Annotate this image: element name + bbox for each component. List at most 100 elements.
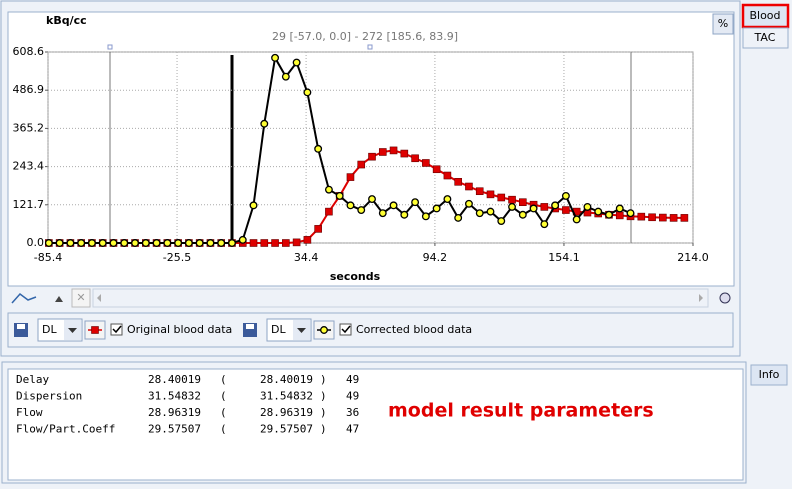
close-icon: ✕ <box>76 291 85 304</box>
marker <box>292 58 301 67</box>
marker <box>66 239 75 247</box>
marker <box>378 209 387 218</box>
marker <box>508 195 516 204</box>
table-cell: 29.57507 <box>148 423 201 436</box>
scroll-right[interactable] <box>699 294 703 302</box>
marker <box>454 178 462 186</box>
x-tick-label: 154.1 <box>548 251 580 264</box>
table-cell: ) <box>320 406 327 419</box>
marker <box>465 182 473 191</box>
legend-item: DL Corrected blood data <box>243 318 472 342</box>
marker <box>669 214 678 222</box>
marker <box>432 204 441 213</box>
marker <box>486 207 495 216</box>
x-axis-label: seconds <box>330 270 381 283</box>
marker <box>206 239 215 247</box>
marker <box>324 185 333 194</box>
y-tick-label: 0.0 <box>27 236 45 249</box>
tab-tac[interactable] <box>742 27 789 49</box>
marker <box>400 149 409 158</box>
close-button[interactable] <box>71 288 91 308</box>
marker <box>260 119 269 128</box>
cursor-handle[interactable] <box>107 44 113 50</box>
percent-button[interactable] <box>712 13 734 35</box>
marker <box>152 239 161 247</box>
marker <box>400 210 409 219</box>
marker <box>141 239 150 247</box>
marker <box>572 215 581 224</box>
legend-panel <box>7 312 734 348</box>
marker <box>238 235 247 244</box>
marker <box>518 210 527 219</box>
marker <box>615 204 624 213</box>
marker <box>551 201 560 210</box>
marker <box>519 198 527 207</box>
marker <box>260 239 269 247</box>
cursor-handle[interactable] <box>367 44 373 50</box>
scrollbar[interactable] <box>92 288 709 308</box>
table-cell: Flow <box>16 406 43 419</box>
marker <box>195 239 204 247</box>
tab-info[interactable] <box>750 364 788 386</box>
marker <box>368 152 376 161</box>
chart-subtitle: 29 [-57.0, 0.0] - 272 [185.6, 83.9] <box>272 30 458 43</box>
percent-label: % <box>718 17 728 30</box>
marker <box>443 171 452 180</box>
table-cell: Flow/Part.Coeff <box>16 423 115 436</box>
marker <box>389 201 398 210</box>
y-tick-label: 121.7 <box>13 198 45 211</box>
marker <box>583 202 592 211</box>
dropdown-arrow <box>68 328 77 333</box>
marker <box>91 326 99 334</box>
marker <box>120 239 129 247</box>
marker <box>529 204 538 213</box>
table-cell: Delay <box>16 373 49 386</box>
y-tick-label: 608.6 <box>13 45 45 58</box>
line-tool[interactable] <box>11 292 37 304</box>
marker <box>335 191 344 200</box>
tab-label: TAC <box>754 31 776 44</box>
marker <box>55 239 64 247</box>
checkbox[interactable] <box>339 323 352 336</box>
tab-label: Blood <box>749 9 780 22</box>
y-tick-label: 365.2 <box>13 121 45 134</box>
table-cell: ) <box>320 390 327 403</box>
tab-label: Info <box>759 368 780 381</box>
table-cell: Dispersion <box>16 390 82 403</box>
x-tick-label: -25.5 <box>163 251 191 264</box>
legend-item: DL Original blood data <box>14 318 232 342</box>
marker <box>303 88 312 97</box>
checkbox[interactable] <box>110 323 123 336</box>
table-cell: 31.54832 <box>260 390 313 403</box>
table-cell: 49 <box>346 373 359 386</box>
y-tick-label: 486.9 <box>13 83 45 96</box>
marker <box>249 201 258 210</box>
x-tick-label: 94.2 <box>423 251 448 264</box>
scroll-left[interactable] <box>97 294 101 302</box>
marker <box>98 239 107 247</box>
marker <box>357 206 366 214</box>
table-cell: ( <box>220 373 227 386</box>
table-cell: ( <box>220 390 227 403</box>
marker <box>594 207 603 216</box>
marker <box>44 239 53 247</box>
marker <box>346 201 355 210</box>
marker <box>432 165 441 174</box>
check <box>341 325 351 334</box>
y-axis-label: kBq/cc <box>46 14 87 27</box>
marker <box>497 217 506 225</box>
table-cell: 49 <box>346 390 359 403</box>
table-cell: ( <box>220 406 227 419</box>
marker <box>422 159 430 167</box>
marker <box>648 213 656 222</box>
marker <box>475 209 484 218</box>
table-cell: ( <box>220 423 227 436</box>
up-button[interactable] <box>55 296 63 302</box>
marker <box>411 198 420 207</box>
dl-label: DL <box>42 323 57 336</box>
marker <box>282 239 290 247</box>
tab-blood[interactable] <box>741 3 790 29</box>
table-cell: 28.40019 <box>260 373 313 386</box>
zoom-icon[interactable] <box>719 292 731 304</box>
